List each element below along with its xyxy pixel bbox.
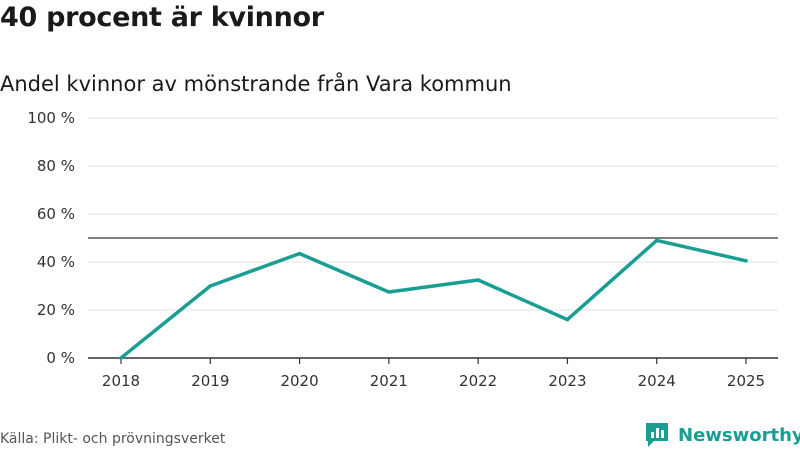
x-tick-label: 2020: [280, 372, 318, 390]
data-point: [208, 284, 213, 288]
x-tick-label: 2019: [191, 372, 229, 390]
y-tick-label: 0 %: [46, 349, 75, 367]
x-tick-label: 2025: [727, 372, 765, 390]
x-tick-label: 2018: [102, 372, 140, 390]
data-point: [476, 278, 480, 282]
y-tick-label: 60 %: [37, 205, 75, 223]
line-chart: 0 % 20 % 40 % 60 % 80 % 100 % 2018 2019 2020 202…: [27, 109, 778, 390]
y-axis-ticks: 0 % 20 % 40 % 60 % 80 % 100 %: [27, 109, 75, 367]
series-line: [119, 238, 748, 360]
x-tick-label: 2023: [548, 372, 586, 390]
chart-title: 40 procent är kvinnor: [0, 2, 324, 33]
data-point: [119, 356, 123, 360]
data-point: [387, 290, 391, 294]
data-point: [744, 259, 748, 263]
y-tick-label: 20 %: [37, 301, 75, 319]
x-tick-label: 2021: [370, 372, 408, 390]
y-tick-label: 80 %: [37, 157, 75, 175]
newsworthy-logo-icon: [646, 423, 668, 447]
x-tick-label: 2022: [459, 372, 497, 390]
data-point: [297, 251, 302, 256]
grid-lines: [88, 117, 778, 311]
y-tick-label: 100 %: [27, 109, 75, 127]
source-note: Källa: Plikt- och prövningsverket: [0, 431, 226, 447]
x-tick-label: 2024: [638, 372, 676, 390]
data-point: [565, 317, 570, 322]
series-group: [119, 238, 748, 360]
brand-logo: Newsworthy: [644, 421, 800, 449]
x-axis-ticks: 2018 2019 2020 2021 2022 2023 2024 2025: [102, 358, 765, 390]
chart-subtitle: Andel kvinnor av mönstrande från Vara ko…: [0, 72, 512, 96]
brand-name: Newsworthy: [678, 424, 800, 446]
y-tick-label: 40 %: [37, 253, 75, 271]
data-point: [654, 238, 659, 243]
